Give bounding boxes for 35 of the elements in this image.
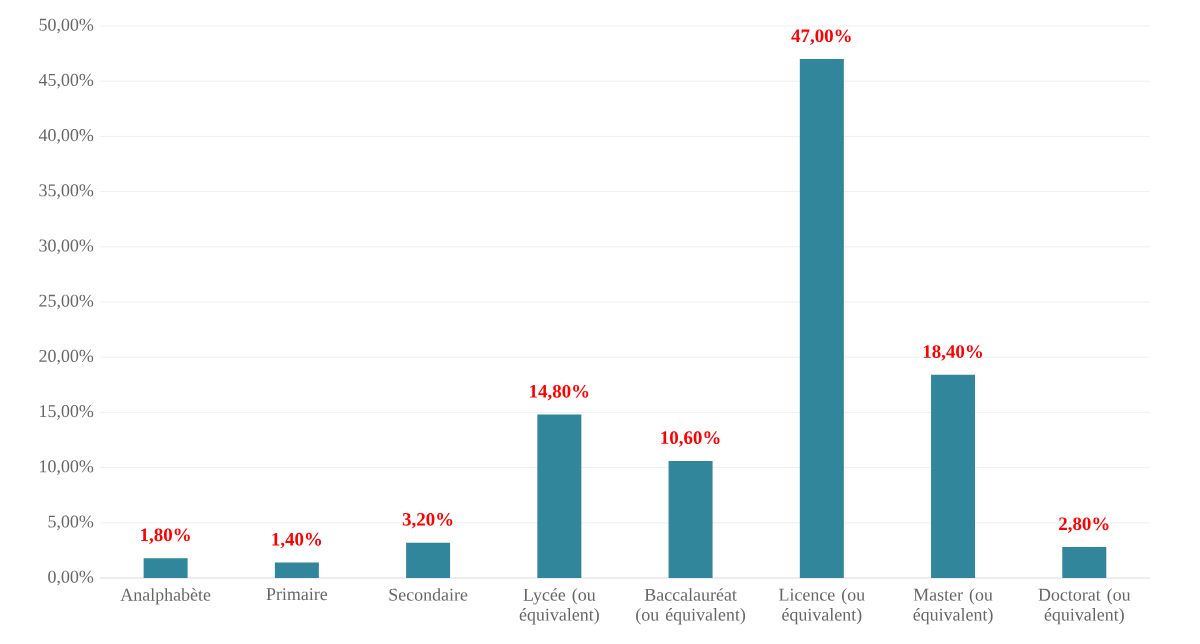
bar	[143, 558, 188, 578]
y-tick-label: 45,00%	[38, 73, 94, 89]
data-label: 2,80%	[1059, 517, 1109, 533]
x-tick-label: Primaire	[266, 588, 328, 601]
y-tick-label: 40,00%	[38, 129, 94, 144]
bar	[668, 460, 713, 578]
y-tick-label: 50,00%	[39, 18, 94, 34]
data-label: 3,20%	[402, 512, 453, 529]
x-tick-label: Secondaire	[389, 588, 468, 601]
x-tick-label: Licence (ou équivalent)	[779, 588, 865, 625]
data-label: 10,60%	[661, 431, 720, 447]
bar	[406, 542, 451, 578]
x-tick-label: Baccalauréat (ou équivalent)	[636, 588, 746, 625]
y-tick-label: 10,00%	[40, 460, 94, 475]
y-tick-label: 0,00%	[48, 570, 94, 586]
x-tick-label: Lycée (ou équivalent)	[519, 588, 599, 625]
bar	[931, 374, 976, 578]
data-label: 1,80%	[141, 528, 190, 544]
y-tick-label: 30,00%	[39, 239, 94, 255]
data-label: 47,00%	[791, 29, 851, 45]
y-tick-label: 5,00%	[48, 515, 94, 531]
x-tick-label: Analphabète	[120, 588, 211, 605]
bar	[274, 562, 319, 578]
y-tick-label: 20,00%	[39, 349, 94, 365]
x-tick-label: Master (ou équivalent)	[913, 588, 993, 625]
x-tick-label: Doctorat (ou équivalent)	[1038, 588, 1131, 625]
y-tick-label: 25,00%	[39, 294, 94, 310]
bar	[1062, 547, 1107, 578]
y-tick-label: 15,00%	[40, 405, 94, 420]
data-label: 1,40%	[272, 532, 322, 549]
bar	[537, 414, 582, 578]
bar	[799, 59, 844, 578]
y-tick-label: 35,00%	[39, 184, 94, 199]
data-label: 14,80%	[530, 384, 589, 401]
data-label: 18,40%	[923, 345, 983, 361]
